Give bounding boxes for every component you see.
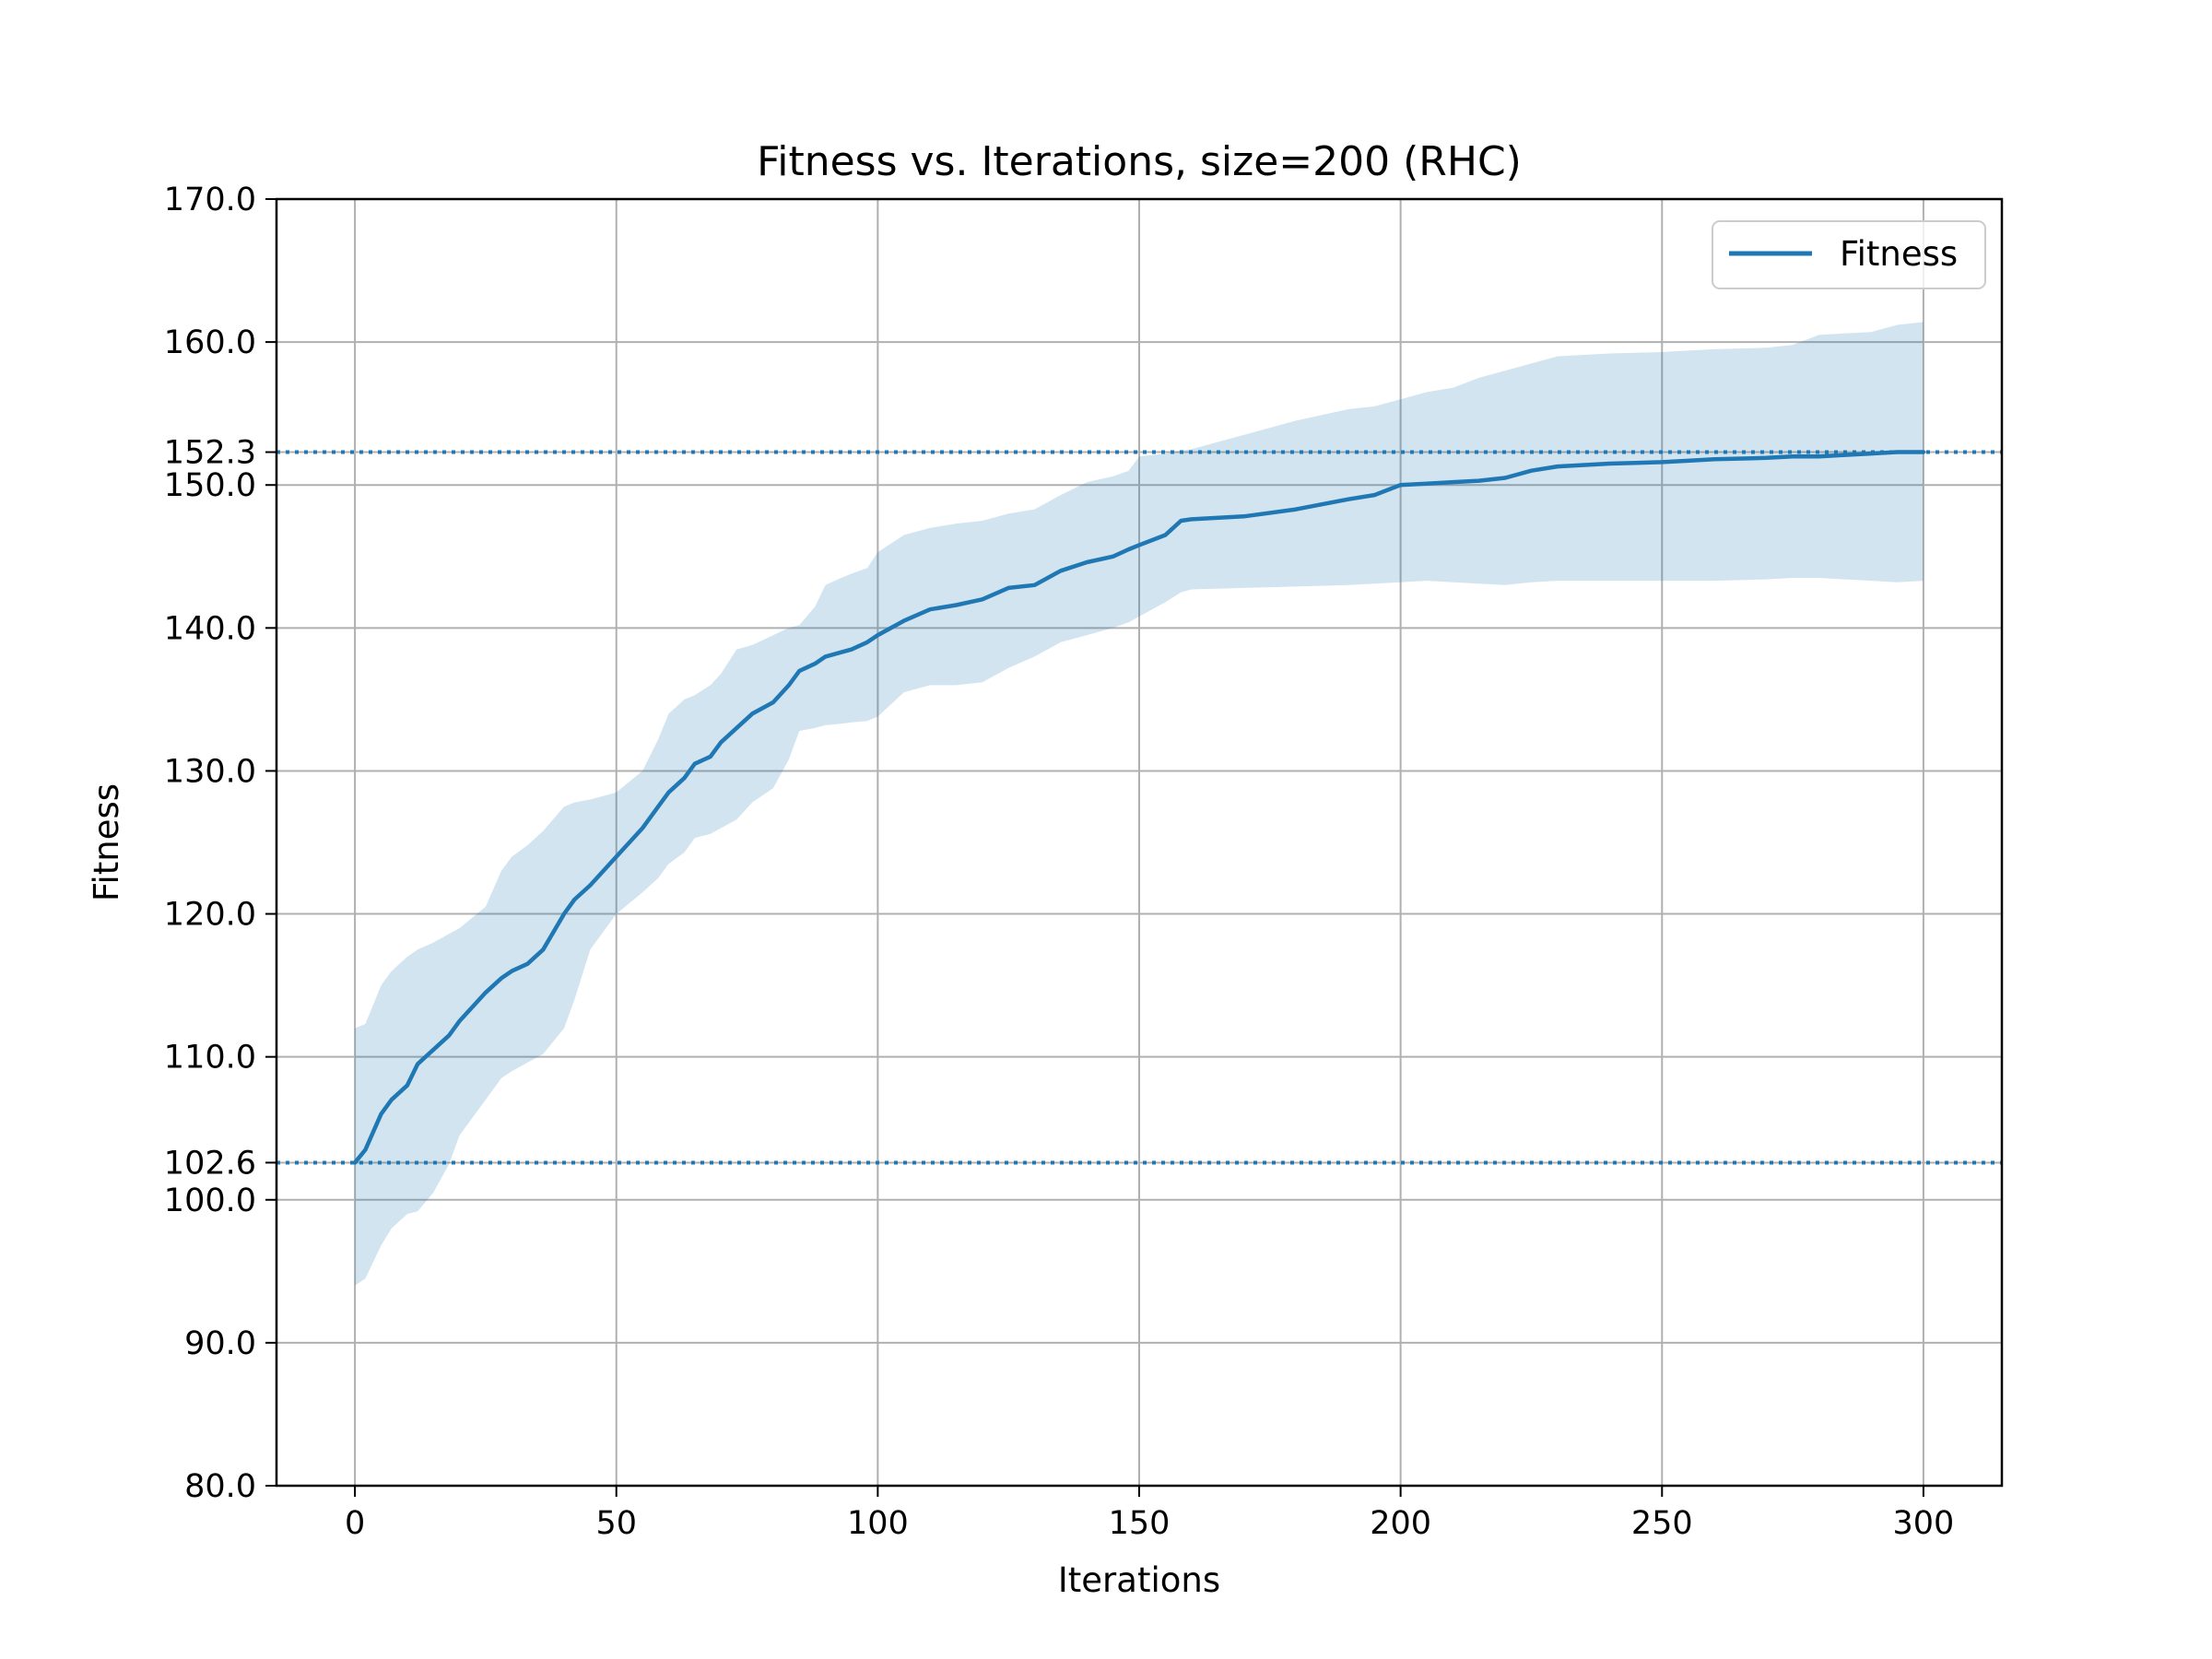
y-tick-label: 110.0 xyxy=(164,1040,256,1077)
x-tick-label: 100 xyxy=(847,1505,909,1542)
x-tick-label: 250 xyxy=(1631,1505,1693,1542)
y-tick-label: 170.0 xyxy=(164,182,256,218)
x-tick-label: 300 xyxy=(1893,1505,1955,1542)
y-axis-title: Fitness xyxy=(87,783,126,901)
y-tick-label: 160.0 xyxy=(164,324,256,361)
y-tick-label: 130.0 xyxy=(164,753,256,790)
y-tick-label: 100.0 xyxy=(164,1182,256,1219)
y-tick-label: 90.0 xyxy=(184,1325,256,1362)
x-tick-label: 50 xyxy=(595,1505,637,1542)
x-tick-label: 0 xyxy=(345,1505,365,1542)
y-tick-label: 152.3 xyxy=(164,435,256,472)
fitness-line xyxy=(352,450,1926,1165)
legend-fitness-label: Fitness xyxy=(1840,234,1958,274)
x-axis-ticks: 0 50 100 150 200 250 300 xyxy=(345,1486,1954,1542)
chart-title: Fitness vs. Iterations, size=200 (RHC) xyxy=(757,138,1522,185)
y-tick-label: 150.0 xyxy=(164,467,256,504)
reference-lines xyxy=(276,450,2002,1165)
x-tick-label: 150 xyxy=(1109,1505,1171,1542)
y-tick-label: 102.6 xyxy=(164,1145,256,1182)
fitness-mean-line xyxy=(352,450,1926,1165)
fitness-band-area xyxy=(355,322,1924,1286)
y-tick-label: 80.0 xyxy=(184,1468,256,1505)
legend-box xyxy=(1712,220,1986,289)
fitness-std-band xyxy=(355,322,1924,1286)
x-axis-title: Iterations xyxy=(1058,1560,1220,1600)
y-tick-label: 120.0 xyxy=(164,897,256,934)
x-tick-label: 200 xyxy=(1370,1505,1431,1542)
legend: Fitness xyxy=(1712,220,1986,289)
y-tick-label: 140.0 xyxy=(164,610,256,647)
